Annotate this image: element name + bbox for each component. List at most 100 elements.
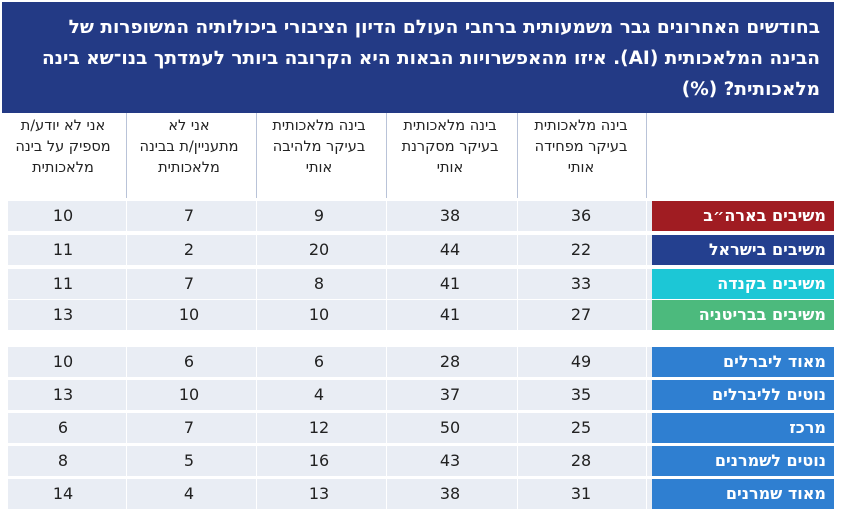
cell-divider — [386, 201, 387, 231]
cell-divider — [517, 347, 518, 377]
cell-divider — [126, 380, 127, 410]
table-cell: 7 — [183, 274, 195, 293]
table-cell: 6 — [183, 352, 195, 371]
cell-divider — [646, 269, 647, 299]
cell-divider — [256, 300, 257, 330]
column-header: בינה מלאכותית בעיקר מפחידה אותי — [534, 118, 628, 176]
cell-divider — [126, 347, 127, 377]
cell-divider — [386, 446, 387, 476]
table-cell: 7 — [183, 206, 195, 225]
cell-divider — [386, 235, 387, 265]
table-cell: 28 — [570, 451, 592, 470]
table-row: מאוד ליברלים 49 28 6 6 10 — [8, 347, 834, 377]
table-cell: 4 — [313, 385, 325, 404]
cell-divider — [517, 300, 518, 330]
table-cell: 8 — [313, 274, 325, 293]
table-cell: 38 — [439, 484, 461, 503]
row-label: מאוד שמרנים — [652, 479, 834, 509]
cell-divider — [256, 380, 257, 410]
column-header: בינה מלאכותית בעיקר מלהיבה אותי — [272, 118, 366, 176]
cell-divider — [386, 380, 387, 410]
cell-divider — [517, 235, 518, 265]
table-row: משיבים בישראל 22 44 20 2 11 — [8, 235, 834, 265]
header-divider — [517, 113, 518, 198]
cell-divider — [126, 479, 127, 509]
table-cell: 31 — [570, 484, 592, 503]
table-cell: 33 — [570, 274, 592, 293]
table-cell: 43 — [439, 451, 461, 470]
table-cell: 22 — [570, 240, 592, 259]
column-header: בינה מלאכותית בעיקר מסקרנת אותי — [401, 118, 499, 176]
table-cell: 6 — [313, 352, 325, 371]
cell-divider — [646, 201, 647, 231]
table-cell: 11 — [52, 274, 74, 293]
header-divider — [256, 113, 257, 198]
cell-divider — [256, 269, 257, 299]
cell-divider — [386, 300, 387, 330]
cell-divider — [517, 413, 518, 443]
row-label: משיבים בארה״ב — [652, 201, 834, 231]
row-label: מרכז — [652, 413, 834, 443]
column-header: אני לא יודע/ת מספיק על בינה מלאכותית — [15, 118, 111, 176]
cell-divider — [256, 347, 257, 377]
cell-divider — [517, 201, 518, 231]
table-cell: 2 — [183, 240, 195, 259]
table-cell: 10 — [308, 305, 330, 324]
column-header: אני לא מתעניין/ת בבינה מלאכותית — [139, 118, 239, 176]
table-cell: 4 — [183, 484, 195, 503]
cell-divider — [646, 347, 647, 377]
table-cell: 14 — [52, 484, 74, 503]
cell-divider — [126, 269, 127, 299]
cell-divider — [256, 413, 257, 443]
cell-divider — [256, 479, 257, 509]
cell-divider — [646, 479, 647, 509]
row-label: משיבים בישראל — [652, 235, 834, 265]
table-row: משיבים בקנדה 33 41 8 7 11 — [8, 269, 834, 299]
header-divider — [386, 113, 387, 198]
table-cell: 16 — [308, 451, 330, 470]
cell-divider — [646, 413, 647, 443]
table-cell: 9 — [313, 206, 325, 225]
cell-divider — [517, 269, 518, 299]
cell-divider — [126, 413, 127, 443]
table-cell: 35 — [570, 385, 592, 404]
table-cell: 41 — [439, 305, 461, 324]
cell-divider — [386, 479, 387, 509]
table-row: נוטים לליברלים 35 37 4 10 13 — [8, 380, 834, 410]
cell-divider — [646, 300, 647, 330]
table-cell: 27 — [570, 305, 592, 324]
table-cell: 28 — [439, 352, 461, 371]
row-label: נוטים לליברלים — [652, 380, 834, 410]
table-cell: 8 — [57, 451, 69, 470]
header-divider — [126, 113, 127, 198]
table-cell: 11 — [52, 240, 74, 259]
chart-title: בחודשים האחרונים גבר משמעותית ברחבי העול… — [2, 2, 834, 113]
table-cell: 36 — [570, 206, 592, 225]
table-cell: 13 — [308, 484, 330, 503]
row-label: נוטים לשמרנים — [652, 446, 834, 476]
table-cell: 6 — [57, 418, 69, 437]
cell-divider — [256, 235, 257, 265]
cell-divider — [126, 201, 127, 231]
cell-divider — [126, 300, 127, 330]
cell-divider — [646, 446, 647, 476]
table-cell: 41 — [439, 274, 461, 293]
cell-divider — [386, 413, 387, 443]
cell-divider — [256, 446, 257, 476]
table-cell: 10 — [178, 385, 200, 404]
cell-divider — [386, 347, 387, 377]
row-label: מאוד ליברלים — [652, 347, 834, 377]
cell-divider — [517, 446, 518, 476]
table-cell: 10 — [178, 305, 200, 324]
table-cell: 50 — [439, 418, 461, 437]
table-cell: 13 — [52, 305, 74, 324]
cell-divider — [517, 479, 518, 509]
table-cell: 49 — [570, 352, 592, 371]
table-cell: 25 — [570, 418, 592, 437]
cell-divider — [126, 446, 127, 476]
table-row: משיבים בארה״ב 36 38 9 7 10 — [8, 201, 834, 231]
cell-divider — [517, 380, 518, 410]
table-cell: 20 — [308, 240, 330, 259]
cell-divider — [256, 201, 257, 231]
table-cell: 38 — [439, 206, 461, 225]
